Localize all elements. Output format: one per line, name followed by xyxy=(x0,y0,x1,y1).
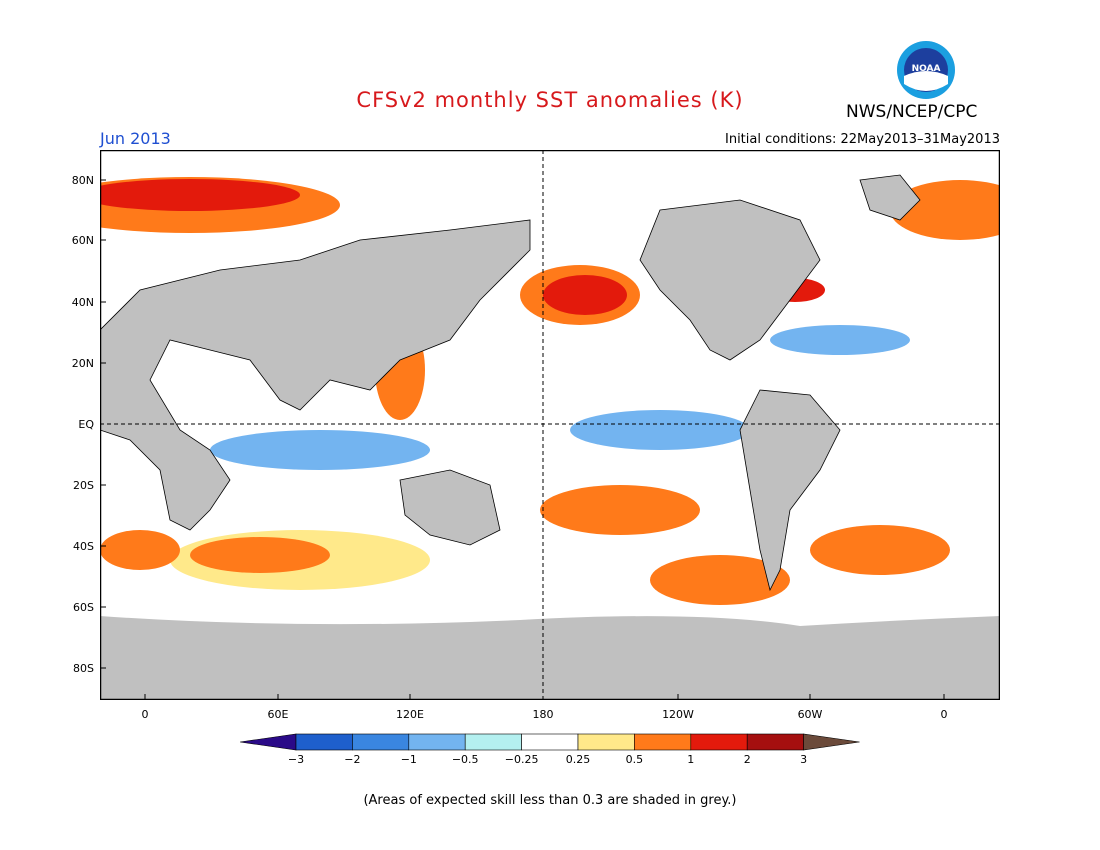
lon-label-120e: 120E xyxy=(396,708,424,721)
lon-label-0-east: 0 xyxy=(940,708,948,721)
noaa-logo-icon: NOAA xyxy=(897,41,955,99)
south-america-land xyxy=(739,389,841,592)
southern-ocean-white xyxy=(100,606,1000,626)
colorbar-swatch xyxy=(464,733,522,751)
lat-label-eq: EQ xyxy=(78,418,94,431)
colorbar-tick-label: 3 xyxy=(800,753,808,766)
colorbar-swatch xyxy=(352,733,410,751)
south-atlantic-warm-patch xyxy=(810,525,950,575)
agency-label: NWS/NCEP/CPC xyxy=(846,102,978,122)
africa-eurasia-land xyxy=(100,219,531,531)
colorbar-swatch xyxy=(408,733,466,751)
east-pacific-cool-patch xyxy=(570,410,750,450)
colorbar-swatch xyxy=(634,733,692,751)
colorbar-high-extreme xyxy=(803,733,860,751)
noaa-logo-text: NOAA xyxy=(912,64,941,74)
indian-ocean-cool-patch xyxy=(210,430,430,470)
north-atlantic-cool-patch xyxy=(770,325,910,355)
colorbar-tick-label: −0.25 xyxy=(504,753,539,766)
lon-label-120w: 120W xyxy=(662,708,694,721)
colorbar-tick-label: 2 xyxy=(743,753,751,766)
south-atlantic-east-warm-patch xyxy=(100,530,180,570)
colorbar-low-extreme xyxy=(240,733,297,751)
south-indian-warm-patch xyxy=(190,537,330,573)
southeast-pacific-warm-patch xyxy=(650,555,790,605)
greenland-land xyxy=(859,174,921,221)
south-pacific-warm-patch xyxy=(540,485,700,535)
colorbar xyxy=(240,733,860,751)
colorbar-tick-label: −2 xyxy=(344,753,361,766)
colorbar-swatch xyxy=(577,733,635,751)
lat-label-80s: 80S xyxy=(73,662,94,675)
lat-label-40s: 40S xyxy=(73,540,94,553)
lon-label-0: 0 xyxy=(141,708,149,721)
arctic-strong-warm-patch xyxy=(100,179,300,211)
north-america-land xyxy=(639,199,821,361)
continents xyxy=(100,174,921,592)
lon-label-60e: 60E xyxy=(267,708,289,721)
north-atlantic-arctic-warm-patch xyxy=(890,180,1000,240)
lat-label-40n: 40N xyxy=(71,296,94,309)
colorbar-swatch xyxy=(690,733,748,751)
colorbar-tick-label: −3 xyxy=(287,753,305,766)
initial-conditions: Initial conditions: 22May2013–31May2013 xyxy=(725,132,1000,147)
lon-label-60w: 60W xyxy=(797,708,823,721)
north-pacific-warm-core xyxy=(543,275,627,315)
chart-title: CFSv2 monthly SST anomalies (K) xyxy=(356,88,744,112)
skill-footnote: (Areas of expected skill less than 0.3 a… xyxy=(363,793,737,808)
colorbar-tick-label: 1 xyxy=(687,753,695,766)
lat-label-20n: 20N xyxy=(71,357,94,370)
anomaly-patches xyxy=(100,177,1000,605)
colorbar-swatch xyxy=(521,733,579,751)
sst-anomaly-map xyxy=(100,150,1000,700)
lat-label-80n: 80N xyxy=(71,174,94,187)
forecast-month: Jun 2013 xyxy=(100,129,171,148)
lat-label-60n: 60N xyxy=(71,234,94,247)
lat-label-20s: 20S xyxy=(73,479,94,492)
lat-label-60s: 60S xyxy=(73,601,94,614)
colorbar-swatch xyxy=(746,733,804,751)
colorbar-swatch xyxy=(295,733,353,751)
australia-land xyxy=(399,469,501,546)
lon-label-180: 180 xyxy=(532,708,554,721)
colorbar-tick-label: −0.5 xyxy=(451,753,479,766)
colorbar-tick-label: 0.5 xyxy=(625,753,644,766)
colorbar-tick-label: 0.25 xyxy=(565,753,591,766)
map-border xyxy=(100,150,1000,700)
colorbar-tick-label: −1 xyxy=(400,753,417,766)
